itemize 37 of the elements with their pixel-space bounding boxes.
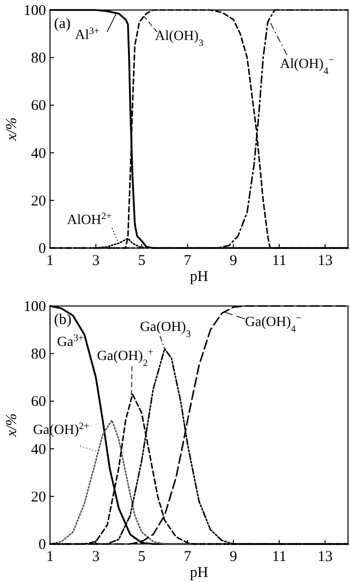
- x-axis-title: pH: [190, 269, 208, 285]
- x-tick-label: 3: [92, 549, 100, 565]
- annotation: (b): [54, 312, 72, 328]
- y-tick-label: 80: [31, 50, 46, 67]
- x-tick-label: 13: [318, 549, 333, 565]
- x-tick-label: 9: [230, 549, 238, 565]
- y-axis-title: x/%: [4, 413, 20, 438]
- x-tick-label: 7: [184, 253, 192, 269]
- y-tick-label: 60: [31, 98, 46, 114]
- y-tick-label: 0: [38, 537, 46, 553]
- series-label: Ga$^{3+}$: [57, 332, 84, 350]
- y-tick-label: 0: [38, 241, 46, 257]
- x-tick-label: 11: [272, 253, 286, 269]
- annotation: (a): [54, 16, 71, 32]
- x-tick-label: 7: [184, 549, 192, 565]
- x-tick-label: 3: [92, 253, 100, 269]
- x-tick-label: 11: [272, 549, 286, 565]
- series-label: AlOH$^{2+}$: [67, 210, 112, 228]
- legend-label: Al(OH)$_{3}$: [155, 29, 204, 48]
- x-tick-label: 1: [46, 549, 54, 565]
- x-axis-title: pH: [190, 565, 208, 581]
- y-axis-title: x/%: [4, 117, 20, 142]
- y-tick-label: 20: [31, 193, 46, 210]
- x-tick-label: 5: [138, 549, 146, 565]
- y-tick-label: 40: [31, 442, 46, 458]
- x-tick-label: 9: [230, 253, 238, 269]
- y-tick-label: 80: [31, 346, 46, 363]
- series-label: Al$^{3+}$: [75, 26, 100, 43]
- y-tick-label: 40: [31, 146, 46, 162]
- y-tick-label: 60: [31, 394, 46, 410]
- y-tick-label: 100: [24, 299, 46, 315]
- y-tick-label: 100: [24, 3, 46, 19]
- x-tick-label: 13: [318, 253, 333, 269]
- series-label: Ga(OH)$_{3}$: [140, 320, 191, 340]
- y-tick-label: 20: [31, 489, 46, 506]
- x-tick-label: 1: [46, 253, 54, 269]
- x-tick-label: 5: [138, 253, 146, 269]
